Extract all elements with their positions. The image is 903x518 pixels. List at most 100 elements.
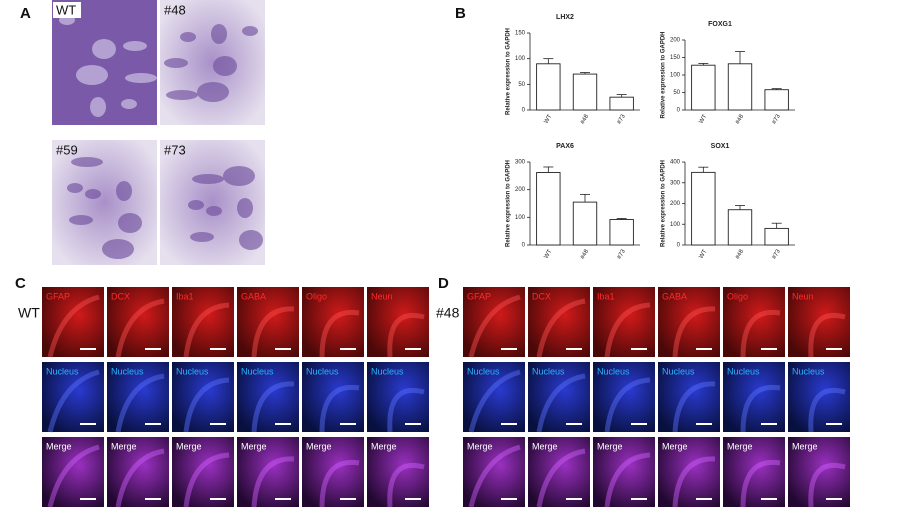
bar xyxy=(536,63,561,111)
micrograph xyxy=(658,287,720,357)
x-tick-label: WT xyxy=(544,113,554,124)
y-tick-label: 200 xyxy=(670,201,681,207)
micrograph xyxy=(172,437,234,507)
tissue-structure xyxy=(115,448,165,508)
bar xyxy=(727,63,753,111)
y-axis-label: Relative expression to GAPDH xyxy=(506,28,512,115)
tissue xyxy=(76,65,108,85)
bar xyxy=(572,201,598,246)
bar xyxy=(764,227,789,246)
y-tick-label: 100 xyxy=(670,73,681,79)
stain-label: Nucleus xyxy=(111,366,144,376)
x-tick-label: #73 xyxy=(617,248,628,260)
bar xyxy=(691,171,716,246)
image-label: #48 xyxy=(164,2,186,17)
chart-title: LHX2 xyxy=(556,14,574,21)
panel-label: A xyxy=(20,5,31,22)
stain-label: Oligo xyxy=(306,291,327,301)
panel-label: C xyxy=(15,275,26,292)
micrograph xyxy=(658,437,720,507)
stain-label: Oligo xyxy=(727,291,748,301)
tissue-structure xyxy=(251,381,295,433)
tissue-structure xyxy=(319,309,360,358)
chart-title: PAX6 xyxy=(556,143,574,150)
panel-label: D xyxy=(438,275,449,292)
stain-label: Nucleus xyxy=(532,366,565,376)
micrograph xyxy=(788,362,850,432)
x-tick-label: #73 xyxy=(772,248,783,260)
stain-label: DCX xyxy=(111,291,130,301)
stain-label: Nucleus xyxy=(46,366,79,376)
tissue-structure xyxy=(251,456,295,508)
y-tick-label: 50 xyxy=(518,82,525,88)
y-tick-label: 0 xyxy=(677,108,681,114)
stain-label: Neun xyxy=(792,291,814,301)
stain-label: Nucleus xyxy=(727,366,760,376)
bar xyxy=(572,73,598,111)
micrograph xyxy=(463,362,525,432)
tissue xyxy=(90,97,106,117)
stain-label: Nucleus xyxy=(176,366,209,376)
tissue-structure xyxy=(808,463,846,508)
tissue xyxy=(237,198,253,218)
label-bg xyxy=(53,2,81,18)
tissue-structure xyxy=(47,444,100,508)
y-tick-label: 200 xyxy=(670,38,681,44)
x-tick-label: #48 xyxy=(735,113,746,125)
tissue-structure xyxy=(319,384,360,433)
y-tick-label: 400 xyxy=(670,160,681,166)
tissue xyxy=(223,166,255,186)
stain-label: GABA xyxy=(662,291,687,301)
condition-label: WT xyxy=(18,305,40,321)
tissue-structure xyxy=(387,313,425,358)
micrograph xyxy=(237,287,299,357)
tissue-structure xyxy=(468,444,521,508)
bar xyxy=(609,219,634,246)
y-tick-label: 300 xyxy=(670,180,681,186)
y-tick-label: 150 xyxy=(670,55,681,61)
micrograph xyxy=(463,437,525,507)
stain-label: Merge xyxy=(371,441,397,451)
tissue xyxy=(92,39,116,59)
y-tick-label: 0 xyxy=(677,243,681,249)
tissue xyxy=(192,174,224,184)
y-tick-label: 100 xyxy=(670,222,681,228)
stain-label: Nucleus xyxy=(792,366,825,376)
stain-label: Nucleus xyxy=(371,366,404,376)
stain-label: Nucleus xyxy=(597,366,630,376)
tissue xyxy=(211,24,227,44)
tissue-structure xyxy=(808,313,846,358)
tissue-structure xyxy=(183,452,230,508)
micrograph xyxy=(788,437,850,507)
tissue-structure xyxy=(183,302,230,358)
micrograph xyxy=(528,362,590,432)
tissue-structure xyxy=(604,377,651,433)
tissue xyxy=(121,99,137,109)
y-axis-label: Relative expression to GAPDH xyxy=(661,31,667,118)
bar xyxy=(764,89,789,111)
tissue-structure xyxy=(47,369,100,433)
stain-label: GFAP xyxy=(467,291,491,301)
tissue xyxy=(197,82,229,102)
micrograph xyxy=(302,437,364,507)
tissue xyxy=(180,32,196,42)
tissue xyxy=(164,58,188,68)
x-tick-label: WT xyxy=(699,248,709,259)
y-tick-label: 0 xyxy=(522,108,526,114)
tissue-structure xyxy=(740,459,781,508)
tissue-structure xyxy=(536,448,586,508)
micrograph xyxy=(107,362,169,432)
image-label: WT xyxy=(56,2,76,17)
x-tick-label: #48 xyxy=(580,113,591,125)
micrograph xyxy=(658,362,720,432)
y-axis-label: Relative expression to GAPDH xyxy=(506,160,512,247)
micrograph xyxy=(593,437,655,507)
stain-label: Merge xyxy=(467,441,493,451)
tissue-structure xyxy=(604,452,651,508)
tissue-structure xyxy=(468,294,521,358)
micrograph xyxy=(42,437,104,507)
stain-label: Merge xyxy=(662,441,688,451)
micrograph xyxy=(237,362,299,432)
x-tick-label: WT xyxy=(699,113,709,124)
tissue xyxy=(116,181,132,201)
